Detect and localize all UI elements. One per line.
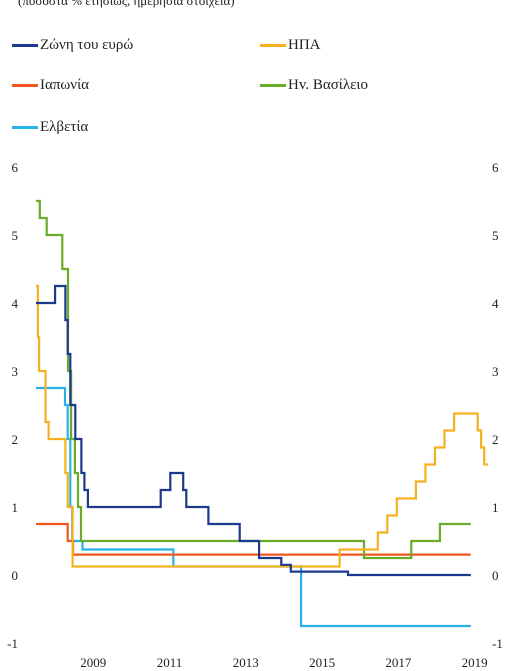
series-line-euro-area bbox=[36, 286, 471, 575]
y-tick-label-left: 5 bbox=[12, 228, 19, 243]
y-tick-label-right: -1 bbox=[492, 636, 503, 651]
y-axis-left: 6 5 4 3 2 1 0 -1 bbox=[7, 160, 18, 651]
y-tick-label-right: 0 bbox=[492, 568, 499, 583]
y-tick-label-left: 3 bbox=[12, 364, 19, 379]
x-tick-label: 2019 bbox=[462, 655, 488, 670]
series-line-uk bbox=[36, 201, 471, 558]
y-tick-label-left: 0 bbox=[12, 568, 19, 583]
y-tick-label-right: 4 bbox=[492, 296, 499, 311]
y-tick-label-left: 4 bbox=[12, 296, 19, 311]
y-tick-label-right: 2 bbox=[492, 432, 499, 447]
series-line-usa bbox=[36, 286, 488, 567]
y-tick-label-left: 2 bbox=[12, 432, 19, 447]
x-axis: 2009 2011 2013 2015 2017 2019 bbox=[80, 655, 487, 670]
y-tick-label-left: -1 bbox=[7, 636, 18, 651]
y-tick-label-right: 3 bbox=[492, 364, 499, 379]
x-tick-label: 2009 bbox=[80, 655, 106, 670]
y-tick-label-left: 1 bbox=[12, 500, 19, 515]
y-tick-label-right: 1 bbox=[492, 500, 499, 515]
x-tick-label: 2011 bbox=[157, 655, 183, 670]
series-lines bbox=[36, 201, 488, 626]
y-tick-label-right: 5 bbox=[492, 228, 499, 243]
y-tick-label-left: 6 bbox=[12, 160, 19, 175]
x-tick-label: 2017 bbox=[385, 655, 412, 670]
x-tick-label: 2015 bbox=[309, 655, 335, 670]
y-tick-label-right: 6 bbox=[492, 160, 499, 175]
y-axis-right: 6 5 4 3 2 1 0 -1 bbox=[492, 160, 503, 651]
x-tick-label: 2013 bbox=[233, 655, 259, 670]
